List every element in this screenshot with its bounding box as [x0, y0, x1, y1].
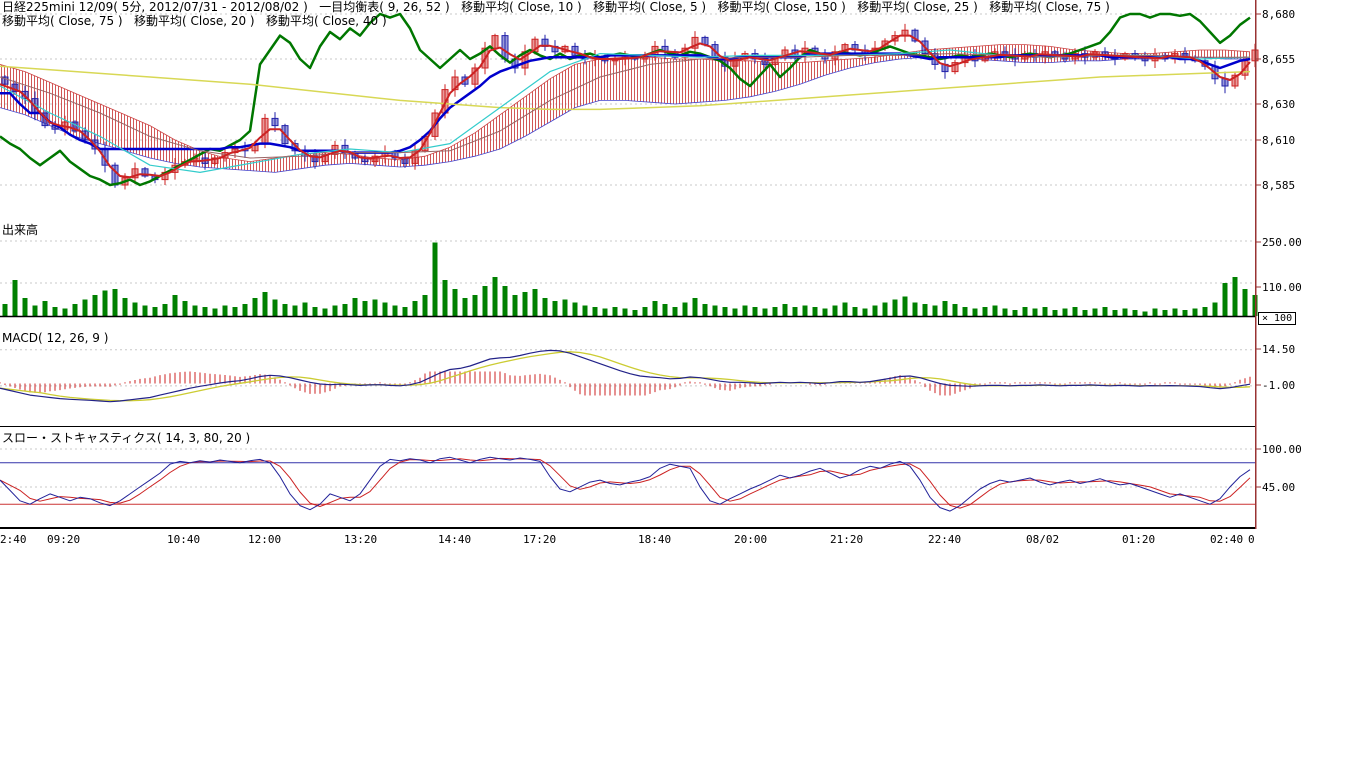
time-tick-label: 01:20 — [1122, 533, 1155, 546]
chart-app-window: 日経225mini 12/09( 5分, 2012/07/31 - 2012/0… — [0, 0, 1366, 768]
axis-tick-label: 110.00 — [1262, 281, 1302, 294]
time-tick-label: 17:20 — [523, 533, 556, 546]
time-tick-label: 2:40 — [0, 533, 27, 546]
multiplier-badge: × 100 — [1258, 312, 1296, 325]
time-tick-label: 22:40 — [928, 533, 961, 546]
axis-tick-label: 8,655 — [1262, 53, 1295, 66]
time-tick-label: 21:20 — [830, 533, 863, 546]
time-tick-label: 10:40 — [167, 533, 200, 546]
axis-tick-label: 100.00 — [1262, 443, 1302, 456]
chart-title-line2: 移動平均( Close, 75 ) 移動平均( Close, 20 ) 移動平均… — [2, 15, 387, 28]
time-tick-label: 14:40 — [438, 533, 471, 546]
time-tick-label: 0 — [1248, 533, 1255, 546]
axis-tick-label: 8,610 — [1262, 134, 1295, 147]
time-tick-label: 18:40 — [638, 533, 671, 546]
chart-title-line1: 日経225mini 12/09( 5分, 2012/07/31 - 2012/0… — [2, 1, 1110, 14]
volume-panel-label: 出来高 — [2, 221, 38, 238]
chart-canvas — [0, 0, 1366, 768]
axis-tick-label: 250.00 — [1262, 236, 1302, 249]
time-tick-label: 13:20 — [344, 533, 377, 546]
time-tick-label: 08/02 — [1026, 533, 1059, 546]
axis-tick-label: 14.50 — [1262, 343, 1295, 356]
time-tick-label: 12:00 — [248, 533, 281, 546]
axis-tick-label: -1.00 — [1262, 379, 1295, 392]
axis-tick-label: 8,630 — [1262, 98, 1295, 111]
time-tick-label: 02:40 — [1210, 533, 1243, 546]
macd-panel-label: MACD( 12, 26, 9 ) — [2, 331, 108, 345]
axis-tick-label: 8,585 — [1262, 179, 1295, 192]
stoch-panel-label: スロー・ストキャスティクス( 14, 3, 80, 20 ) — [2, 429, 250, 446]
axis-tick-label: 45.00 — [1262, 481, 1295, 494]
time-tick-label: 09:20 — [47, 533, 80, 546]
axis-tick-label: 8,680 — [1262, 8, 1295, 21]
time-tick-label: 20:00 — [734, 533, 767, 546]
